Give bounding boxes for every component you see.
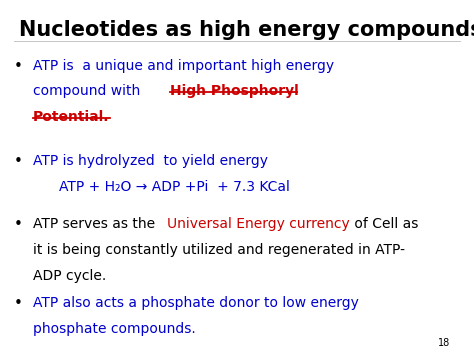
Text: •: • [14,296,23,311]
Text: •: • [14,154,23,169]
Text: of Cell as: of Cell as [350,217,418,231]
Text: Nucleotides as high energy compounds: Nucleotides as high energy compounds [19,20,474,39]
Text: 18: 18 [438,338,450,348]
Text: phosphate compounds.: phosphate compounds. [33,322,196,336]
Text: it is being constantly utilized and regenerated in ATP-: it is being constantly utilized and rege… [33,243,405,257]
Text: ADP cycle.: ADP cycle. [33,269,107,283]
Text: High Phosphoryl: High Phosphoryl [170,84,299,98]
Text: •: • [14,59,23,73]
Text: compound with: compound with [33,84,149,98]
Text: ATP + H₂O → ADP +Pi  + 7.3 KCal: ATP + H₂O → ADP +Pi + 7.3 KCal [59,180,290,194]
Text: ATP is hydrolyzed  to yield energy: ATP is hydrolyzed to yield energy [33,154,268,168]
Text: ATP is  a unique and important high energy: ATP is a unique and important high energ… [33,59,334,72]
Text: ATP serves as the: ATP serves as the [33,217,160,231]
Text: ATP also acts a phosphate donor to low energy: ATP also acts a phosphate donor to low e… [33,296,359,310]
Text: •: • [14,217,23,232]
Text: Potential.: Potential. [33,110,109,124]
Text: Universal Energy currency: Universal Energy currency [167,217,350,231]
